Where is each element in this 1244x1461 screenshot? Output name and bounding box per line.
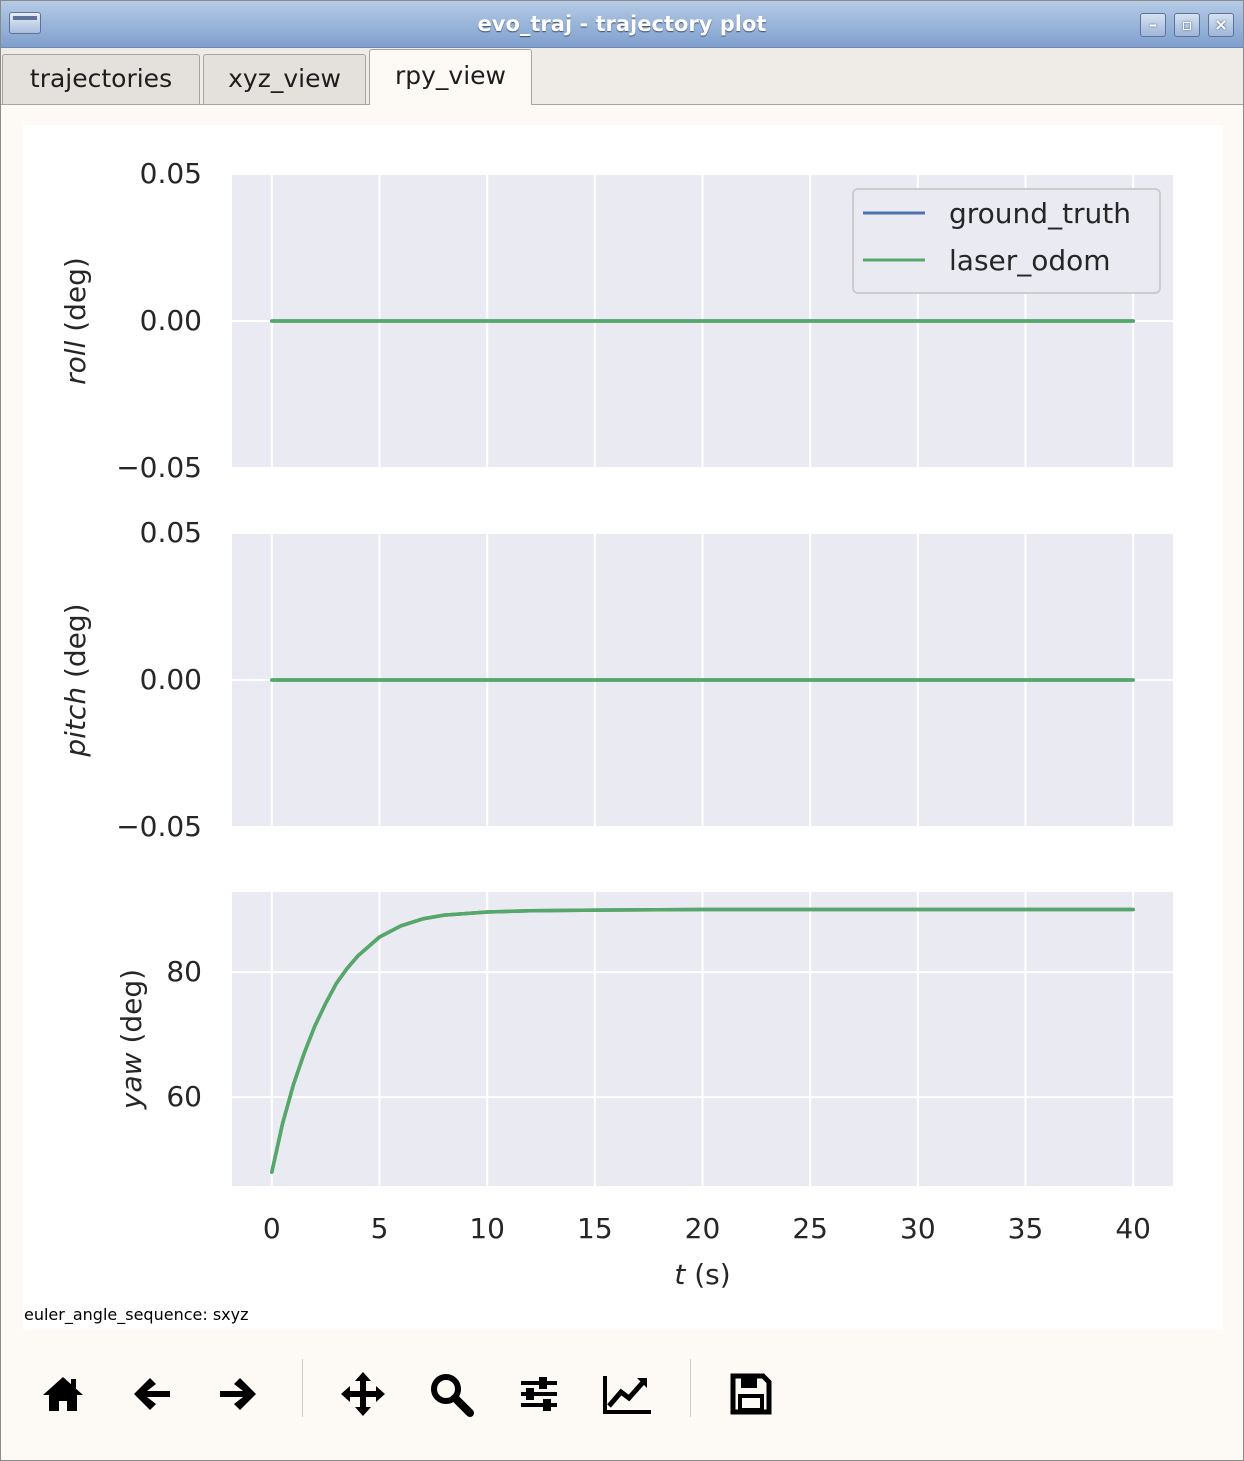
- legend-label-ground_truth: ground_truth: [949, 197, 1131, 230]
- rpy-plot-svg: 0.05 0.00 −0.05 roll (deg) ground_truthlaser…: [59, 157, 1173, 1291]
- toolbar-separator: [690, 1359, 691, 1417]
- x-tick-label: 20: [685, 1212, 721, 1245]
- toolbar-separator: [302, 1359, 303, 1417]
- y-axis-label-unit: (deg): [59, 603, 92, 687]
- subplot-roll[interactable]: 0.05 0.00 −0.05 roll (deg) ground_truthlaser…: [59, 157, 1173, 484]
- navigation-toolbar: [1, 1331, 1243, 1451]
- legend[interactable]: ground_truth laser_odom: [852, 188, 1161, 294]
- tab-rpy-view[interactable]: rpy_view: [369, 49, 532, 105]
- x-axis-label: t (s): [674, 1258, 730, 1291]
- close-button[interactable]: ×: [1208, 13, 1234, 37]
- line-chart-icon: [603, 1376, 651, 1414]
- y-axis-label: yaw (deg): [115, 969, 148, 1110]
- y-tick-label: −0.05: [116, 810, 202, 843]
- y-tick-label: 0.05: [140, 516, 202, 549]
- y-tick-label: 80: [166, 955, 202, 988]
- status-text: euler_angle_sequence: sxyz: [24, 1305, 249, 1324]
- y-tick-label: 0.00: [140, 304, 202, 337]
- sliders-icon: [521, 1377, 557, 1411]
- y-axis-label: roll (deg): [59, 257, 92, 385]
- y-tick-label: 60: [166, 1080, 202, 1113]
- zoom-icon: [431, 1374, 474, 1417]
- y-axis-label: pitch (deg): [59, 603, 92, 757]
- tab-trajectories[interactable]: trajectories: [2, 54, 200, 104]
- y-axis-label-var: pitch: [59, 687, 92, 758]
- back-button[interactable]: [123, 1365, 181, 1423]
- maximize-icon: ▫: [1181, 15, 1193, 34]
- y-tick-label: −0.05: [116, 451, 202, 484]
- arrow-left-icon: [134, 1378, 170, 1410]
- legend-label-laser_odom: laser_odom: [949, 244, 1111, 277]
- subplot-pitch[interactable]: 0.05 0.00 −0.05 pitch (deg): [59, 516, 1173, 843]
- y-axis-label-var: roll: [59, 340, 92, 384]
- x-tick-label: 35: [1008, 1212, 1044, 1245]
- configure-subplots-button[interactable]: [510, 1365, 568, 1423]
- subplot-yaw[interactable]: 80 60 yaw (deg) 0 5 10 15 20 25 30 35 40 t (s): [115, 892, 1173, 1291]
- tab-xyz-view[interactable]: xyz_view: [203, 54, 366, 104]
- save-button[interactable]: [722, 1365, 780, 1423]
- x-tick-label: 40: [1115, 1212, 1151, 1245]
- move-icon: [341, 1372, 385, 1416]
- y-tick-label: 0.00: [140, 663, 202, 696]
- x-tick-label: 15: [577, 1212, 613, 1245]
- app-icon[interactable]: [9, 12, 41, 34]
- y-tick-label: 0.05: [140, 157, 202, 190]
- x-axis-label-unit: (s): [685, 1258, 730, 1291]
- y-axis-label-unit: (deg): [115, 969, 148, 1053]
- window-title: evo_traj - trajectory plot: [477, 12, 767, 36]
- x-tick-label: 30: [900, 1212, 936, 1245]
- x-axis-label-var: t: [674, 1258, 686, 1291]
- close-icon: ×: [1214, 15, 1228, 34]
- edit-axis-button[interactable]: [598, 1365, 656, 1423]
- pan-button[interactable]: [334, 1365, 392, 1423]
- home-icon: [43, 1377, 83, 1411]
- maximize-button[interactable]: ▫: [1174, 13, 1200, 37]
- x-tick-label: 10: [469, 1212, 505, 1245]
- x-tick-label: 5: [371, 1212, 389, 1245]
- series-line-laser_odom: [270, 907, 1135, 1174]
- forward-button[interactable]: [209, 1365, 267, 1423]
- tab-bar: trajectories xyz_view rpy_view: [1, 48, 1243, 105]
- zoom-button[interactable]: [422, 1365, 480, 1423]
- title-bar[interactable]: evo_traj - trajectory plot – ▫ ×: [1, 1, 1243, 48]
- arrow-right-icon: [220, 1378, 256, 1410]
- legend-frame: [852, 188, 1161, 294]
- home-button[interactable]: [34, 1365, 92, 1423]
- x-tick-label: 0: [263, 1212, 281, 1245]
- minimize-button[interactable]: –: [1140, 13, 1166, 37]
- y-axis-label-var: yaw: [115, 1052, 148, 1110]
- save-icon: [730, 1373, 772, 1415]
- x-tick-label: 25: [792, 1212, 828, 1245]
- minimize-icon: –: [1149, 15, 1157, 34]
- y-axis-label-unit: (deg): [59, 257, 92, 341]
